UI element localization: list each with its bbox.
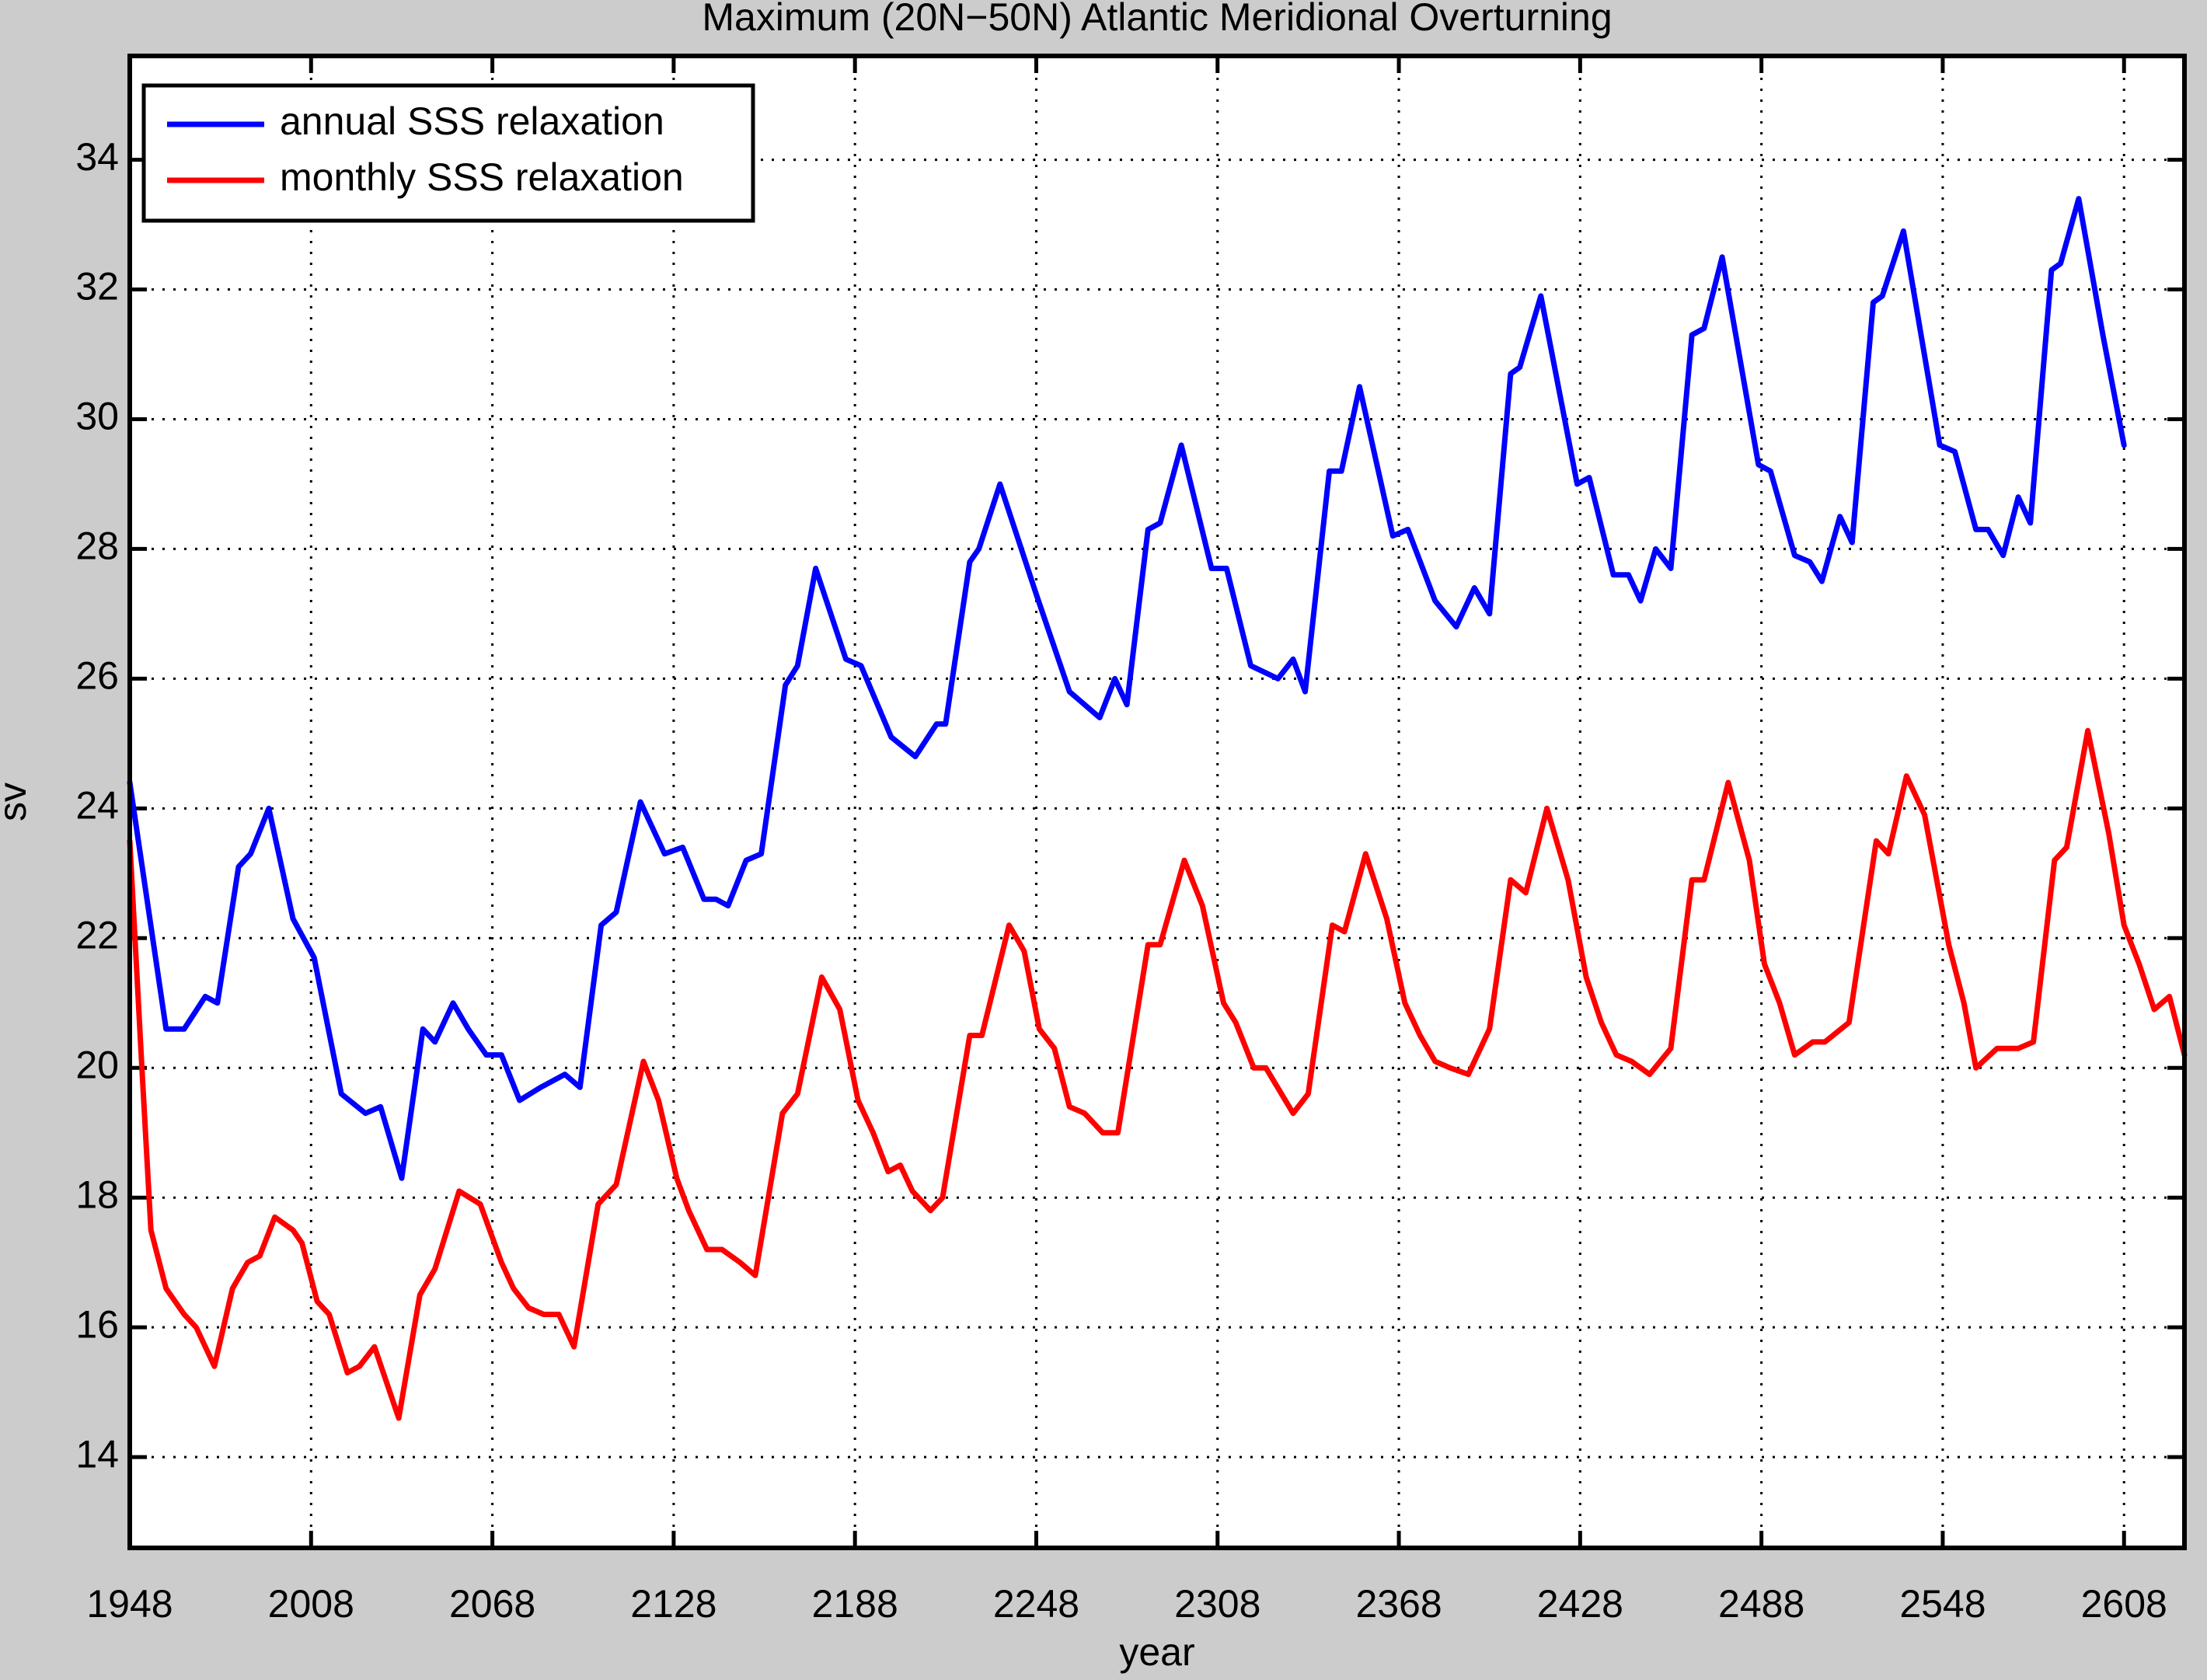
- x-tick-label: 2248: [993, 1582, 1079, 1626]
- y-tick-label: 30: [75, 395, 119, 438]
- legend-label: annual SSS relaxation: [280, 99, 664, 143]
- y-tick-label: 20: [75, 1043, 119, 1086]
- data-line: [127, 196, 2127, 1181]
- plot-area: [130, 56, 2184, 1548]
- x-tick-label: 1948: [86, 1582, 173, 1626]
- y-tick-label: 28: [75, 525, 119, 568]
- x-tick-label: 2008: [268, 1582, 354, 1626]
- y-tick-label: 32: [75, 265, 119, 308]
- y-tick-label: 24: [75, 784, 119, 828]
- y-tick-label: 22: [75, 914, 119, 957]
- x-tick-label: 2428: [1537, 1582, 1623, 1626]
- y-tick-label: 14: [75, 1432, 119, 1476]
- x-tick-label: 2488: [1718, 1582, 1804, 1626]
- x-tick-label: 2548: [1899, 1582, 1986, 1626]
- x-axis-label: year: [1119, 1630, 1194, 1674]
- y-axis-label: sv: [0, 782, 34, 821]
- y-tick-label: 18: [75, 1173, 119, 1216]
- x-tick-label: 2128: [630, 1582, 716, 1626]
- y-tick-label: 34: [75, 135, 119, 179]
- x-tick-label: 2368: [1355, 1582, 1442, 1626]
- x-tick-label: 2608: [2081, 1582, 2167, 1626]
- y-tick-label: 26: [75, 654, 119, 698]
- legend-label: monthly SSS relaxation: [280, 155, 684, 199]
- y-tick-label: 16: [75, 1302, 119, 1346]
- x-tick-label: 2308: [1174, 1582, 1260, 1626]
- x-tick-label: 2068: [449, 1582, 535, 1626]
- plot-frame: [127, 54, 2187, 1550]
- chart-title: Maximum (20N−50N) Atlantic Meridional Ov…: [702, 0, 1612, 39]
- x-tick-label: 2188: [812, 1582, 898, 1626]
- data-line: [127, 727, 2188, 1421]
- legend-box: [141, 83, 755, 223]
